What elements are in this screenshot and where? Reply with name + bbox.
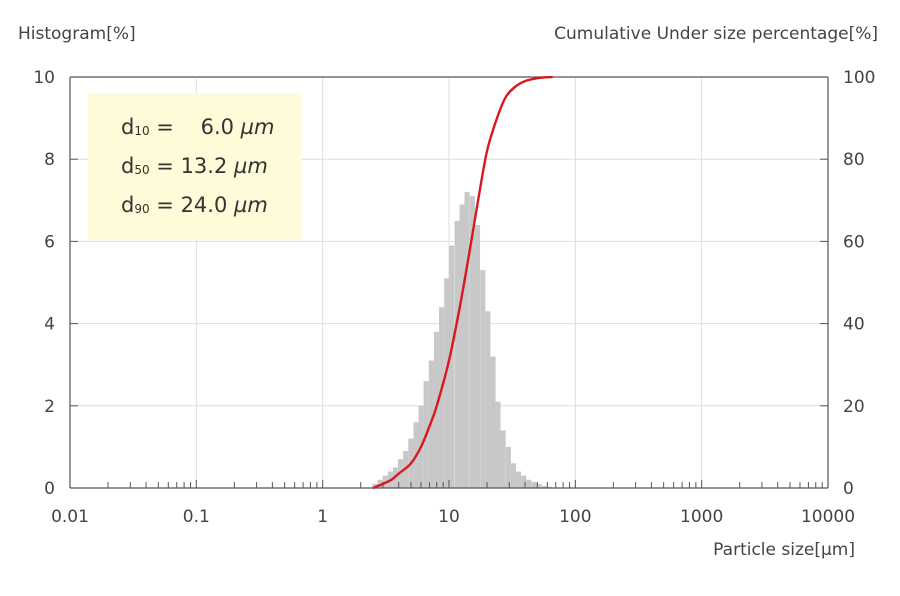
left-tick-label: 8 [44, 150, 55, 170]
x-tick-label: 10000 [801, 507, 855, 527]
right-axis-title: Cumulative Under size percentage[%] [554, 24, 878, 44]
right-tick-label: 20 [843, 397, 865, 417]
x-tick-label: 1000 [680, 507, 723, 527]
stats-box: d10 = 6.0 µm d50 = 13.2 µm d90 = 24.0 µm [88, 93, 301, 240]
histogram-bar [536, 483, 542, 488]
histogram-bar [480, 270, 486, 488]
left-tick-label: 2 [44, 397, 55, 417]
histogram-bar [485, 311, 491, 488]
histogram-bar [505, 446, 511, 488]
right-tick-label: 60 [843, 232, 865, 252]
histogram-bar [464, 192, 470, 488]
histogram-bar [526, 479, 532, 488]
histogram-bar [444, 278, 450, 488]
histogram-bar [546, 486, 552, 488]
right-tick-label: 100 [843, 68, 875, 88]
histogram-bar [531, 481, 537, 488]
x-tick-label: 0.01 [51, 507, 89, 527]
left-tick-label: 10 [33, 68, 55, 88]
histogram-bar [500, 430, 506, 488]
cumulative-curve [372, 75, 553, 490]
stat-d90: d90 = 24.0 µm [121, 193, 268, 217]
x-tick-label: 100 [559, 507, 591, 527]
histogram-bar [510, 463, 517, 488]
right-tick-label: 0 [843, 479, 854, 499]
x-tick-label: 0.1 [183, 507, 210, 527]
stat-d10: d10 = 6.0 µm [121, 115, 275, 139]
histogram-bar [449, 245, 455, 488]
histogram-bar [541, 485, 547, 488]
stat-d50: d50 = 13.2 µm [121, 154, 268, 178]
left-axis-title: Histogram[%] [18, 24, 136, 44]
histogram-bar [521, 475, 527, 488]
x-tick-label: 10 [438, 507, 460, 527]
histogram-bar [490, 356, 496, 488]
left-tick-label: 0 [44, 479, 55, 499]
histogram-bar [495, 401, 501, 488]
left-tick-label: 4 [44, 315, 55, 335]
histogram-bar [439, 307, 445, 488]
right-tick-label: 40 [843, 315, 865, 335]
histogram-bar [459, 204, 465, 488]
left-tick-label: 6 [44, 232, 55, 252]
histogram-bar [454, 220, 460, 488]
x-tick-label: 1 [317, 507, 328, 527]
histogram-bar [469, 196, 475, 488]
histogram-bar [515, 471, 522, 488]
x-axis-title: Particle size[µm] [713, 540, 855, 560]
right-tick-label: 80 [843, 150, 865, 170]
histogram-bar [474, 224, 481, 488]
